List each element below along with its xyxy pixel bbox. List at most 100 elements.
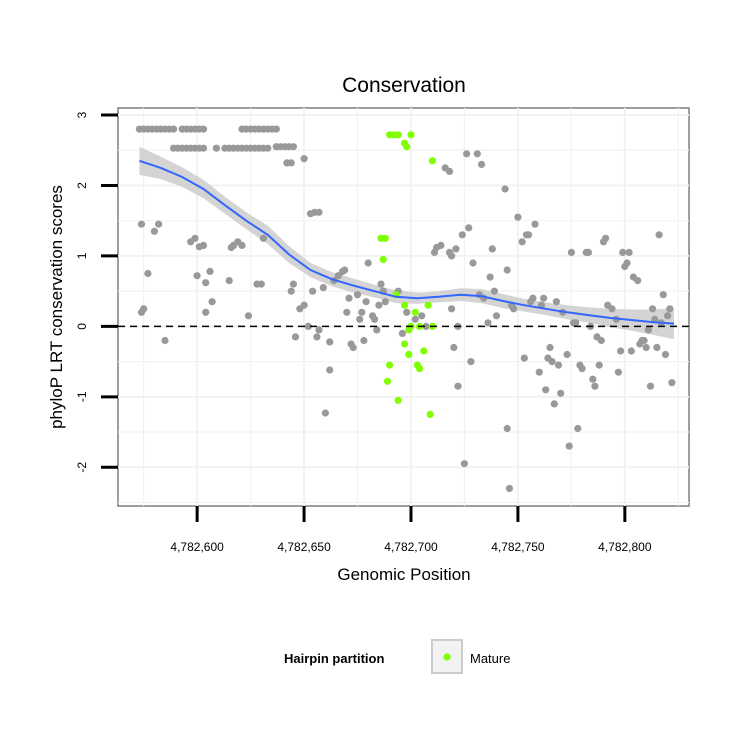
data-point-mature (401, 340, 409, 348)
data-point-other (546, 343, 554, 352)
data-point-other (554, 361, 563, 369)
data-point-other (664, 312, 672, 320)
data-point-other (484, 319, 492, 327)
legend-mature-dot (443, 653, 451, 661)
data-point-other (353, 291, 362, 299)
data-point-other (362, 298, 370, 306)
data-point-other (360, 336, 368, 345)
data-point-other (520, 354, 528, 362)
data-point-other (202, 279, 210, 287)
data-point-other (488, 245, 496, 253)
loess-fit-line (139, 159, 675, 325)
data-point-other (375, 301, 383, 309)
x-axis: 4,782,600 4,782,650 4,782,700 4,782,750 4,78… (170, 506, 652, 554)
data-point-other (373, 326, 381, 334)
data-point-other (501, 185, 509, 193)
data-point-other (155, 220, 163, 228)
data-point-other (653, 343, 661, 352)
x-tick-label: 4,782,750 (491, 540, 545, 554)
data-point-mature (394, 131, 402, 139)
legend-label-mature: Mature (470, 651, 510, 666)
x-axis-title: Genomic Position (337, 565, 470, 584)
data-point-other (529, 294, 537, 302)
data-point-mature (405, 350, 413, 359)
data-point-other (531, 220, 539, 228)
data-point-mature (420, 347, 428, 355)
data-point-other (377, 280, 385, 288)
legend: Hairpin partition Mature (284, 639, 510, 674)
data-point-other (467, 358, 475, 366)
data-point-other (463, 150, 471, 158)
data-point-other (452, 245, 460, 253)
data-point-other (349, 343, 357, 352)
y-tick-label: -1 (75, 391, 89, 402)
data-point-other (552, 298, 561, 306)
data-point-other (627, 347, 635, 355)
data-point-other (445, 167, 454, 175)
data-point-other (199, 125, 208, 133)
data-point-other (454, 382, 462, 390)
data-point-other (418, 312, 426, 320)
data-point-other (505, 484, 513, 492)
data-point-other (264, 144, 272, 152)
data-point-other (199, 241, 208, 249)
data-point-other (315, 326, 323, 334)
data-point-other (403, 308, 411, 316)
y-tick-label: -2 (75, 462, 89, 473)
y-tick-label: 2 (75, 182, 89, 189)
data-point-other (649, 305, 657, 313)
data-point-other (574, 424, 582, 433)
data-point-other (514, 213, 522, 221)
data-point-other (486, 273, 494, 281)
data-point-other (300, 301, 308, 309)
data-point-other (199, 144, 208, 152)
data-point-other (492, 312, 501, 320)
data-point-other (548, 358, 556, 366)
data-point-other (287, 159, 295, 167)
data-point-other (597, 336, 605, 345)
data-point-other (411, 315, 419, 323)
data-point-other (591, 382, 599, 390)
data-point-other (289, 143, 297, 151)
gridlines (118, 108, 689, 506)
data-point-other (503, 266, 511, 274)
data-point-other (589, 375, 597, 383)
data-point-other (540, 294, 548, 302)
data-point-other (646, 382, 655, 390)
data-point-other (617, 347, 625, 355)
data-point-other (304, 322, 312, 330)
data-point-other (309, 287, 317, 295)
data-point-other (623, 259, 631, 267)
data-point-other (191, 234, 199, 242)
data-point-other (535, 368, 543, 376)
data-point-other (371, 315, 379, 323)
data-point-other (345, 294, 353, 302)
data-point-other (315, 208, 323, 216)
data-point-other (398, 329, 406, 337)
data-point-other (518, 238, 526, 246)
data-point-other (291, 333, 300, 341)
x-tick-label: 4,782,800 (598, 540, 652, 554)
data-point-other (614, 368, 623, 376)
data-point-other (655, 231, 663, 239)
data-point-other (343, 308, 351, 316)
data-point-mature (394, 396, 402, 404)
data-point-other (651, 315, 659, 323)
data-point-other (289, 280, 297, 288)
data-point-other (212, 144, 220, 152)
data-point-other (448, 252, 456, 260)
data-point-other (465, 224, 473, 232)
data-point-other (644, 326, 653, 334)
data-point-other (478, 160, 486, 168)
data-point-other (381, 298, 389, 306)
data-point-other (525, 231, 533, 239)
plot-panel (117, 107, 690, 507)
data-point-mature (401, 301, 409, 309)
y-axis-title: phyloP LRT conservation scores (47, 185, 66, 429)
data-point-mature (386, 361, 394, 369)
data-point-other (137, 220, 146, 228)
data-point-other (144, 269, 152, 278)
data-point-other (595, 361, 603, 369)
data-point-other (358, 308, 366, 316)
